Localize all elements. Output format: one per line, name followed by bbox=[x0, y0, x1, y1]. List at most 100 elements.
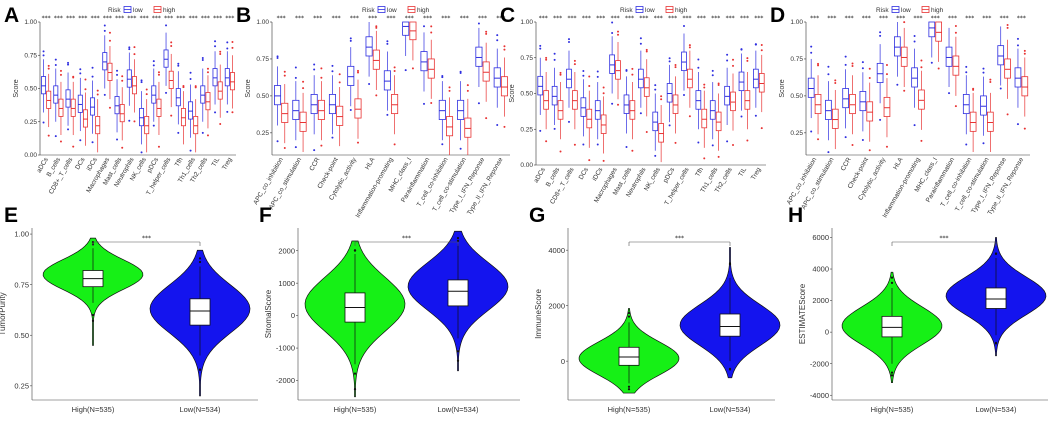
box-body bbox=[427, 58, 435, 79]
outlier-point bbox=[331, 64, 334, 67]
outlier-point bbox=[559, 73, 562, 76]
outlier-point bbox=[404, 69, 407, 72]
box-low bbox=[580, 69, 587, 146]
y-tick-label: 0.00 bbox=[24, 152, 37, 159]
outlier-point bbox=[645, 50, 648, 53]
significance-label: *** bbox=[441, 15, 450, 22]
outlier-point bbox=[313, 68, 316, 71]
outlier-point bbox=[54, 135, 57, 138]
box-low bbox=[842, 55, 849, 139]
outlier-point bbox=[302, 87, 305, 90]
outlier-point bbox=[654, 154, 657, 157]
outlier-point bbox=[553, 58, 556, 61]
box-body bbox=[383, 70, 391, 91]
outlier-point bbox=[157, 71, 160, 74]
box-high bbox=[299, 80, 307, 153]
panel-letter: C bbox=[500, 4, 515, 27]
outlier-point bbox=[913, 124, 916, 127]
box-body bbox=[126, 69, 132, 88]
outlier-point bbox=[219, 122, 222, 125]
y-tick-label: 2000 bbox=[278, 246, 295, 255]
outlier-point bbox=[226, 41, 229, 44]
y-tick-label: 0.50 bbox=[256, 93, 269, 100]
y-tick-label: 6000 bbox=[812, 233, 829, 242]
significance-label: *** bbox=[931, 15, 940, 22]
box-high bbox=[1004, 24, 1011, 116]
box-body bbox=[987, 111, 994, 132]
box-low bbox=[997, 26, 1005, 90]
violin-low bbox=[945, 237, 1047, 357]
outlier-point bbox=[386, 113, 389, 116]
box-body bbox=[95, 116, 101, 135]
box-low bbox=[151, 60, 157, 127]
box-body bbox=[372, 49, 380, 70]
significance-label: *** bbox=[201, 15, 210, 22]
outlier-point bbox=[201, 56, 204, 59]
box-body bbox=[825, 99, 832, 120]
outlier-point bbox=[47, 134, 50, 137]
outlier-point bbox=[726, 140, 729, 143]
significance-label: *** bbox=[539, 15, 548, 22]
outlier-point bbox=[726, 59, 729, 62]
significance-label: *** bbox=[754, 15, 763, 22]
box-low bbox=[438, 74, 446, 146]
box-body bbox=[70, 98, 76, 117]
legend-label-high: high bbox=[931, 7, 944, 14]
outlier-point bbox=[573, 63, 576, 66]
box-high bbox=[572, 59, 578, 146]
box-high bbox=[918, 59, 925, 142]
legend-label-high: high bbox=[163, 7, 176, 14]
outlier-point bbox=[602, 159, 605, 162]
outlier-point bbox=[1016, 123, 1019, 126]
significance-label: *** bbox=[496, 15, 505, 22]
outlier-point bbox=[810, 45, 813, 48]
outlier-point bbox=[627, 311, 631, 315]
outlier-point bbox=[375, 26, 378, 29]
outlier-point bbox=[338, 73, 341, 76]
outlier-point bbox=[47, 64, 50, 67]
y-tick-label: 1.00 bbox=[790, 19, 803, 26]
outlier-point bbox=[688, 44, 691, 47]
box-body bbox=[945, 46, 953, 67]
y-axis-title: Score bbox=[779, 79, 786, 97]
x-tick-label: DCs bbox=[578, 166, 591, 181]
outlier-point bbox=[890, 276, 894, 279]
violin-high bbox=[841, 271, 943, 383]
outlier-point bbox=[868, 67, 871, 70]
box-low bbox=[859, 61, 867, 141]
box-high bbox=[831, 79, 839, 150]
outlier-point bbox=[152, 60, 155, 63]
significance-label: *** bbox=[948, 15, 957, 22]
box-body bbox=[224, 68, 230, 87]
outlier-point bbox=[393, 66, 396, 69]
significance-label: *** bbox=[845, 15, 854, 22]
outlier-point bbox=[170, 114, 173, 117]
outlier-point bbox=[868, 149, 871, 152]
y-tick-label: 1000 bbox=[278, 279, 295, 288]
outlier-point bbox=[982, 67, 985, 70]
significance-label: *** bbox=[152, 15, 161, 22]
box-body bbox=[205, 92, 211, 111]
outlier-point bbox=[503, 125, 506, 128]
outlier-point bbox=[226, 47, 229, 50]
box-body bbox=[758, 73, 765, 93]
outlier-point bbox=[760, 127, 763, 130]
box-low bbox=[945, 27, 953, 95]
outlier-point bbox=[198, 260, 202, 264]
outlier-point bbox=[588, 85, 591, 88]
y-tick-label: 1.00 bbox=[14, 230, 29, 239]
y-tick-label: 4000 bbox=[812, 265, 829, 274]
outlier-point bbox=[627, 388, 631, 391]
outlier-point bbox=[844, 63, 847, 66]
box-body bbox=[139, 108, 145, 127]
significance-label: *** bbox=[726, 15, 735, 22]
significance-label: *** bbox=[982, 15, 991, 22]
outlier-point bbox=[430, 101, 433, 104]
outlier-point bbox=[276, 56, 279, 59]
outlier-point bbox=[717, 84, 720, 87]
box-body bbox=[200, 85, 206, 104]
outlier-point bbox=[617, 30, 620, 33]
box-high bbox=[543, 56, 549, 143]
outlier-point bbox=[456, 239, 460, 242]
violin-low bbox=[407, 230, 509, 372]
